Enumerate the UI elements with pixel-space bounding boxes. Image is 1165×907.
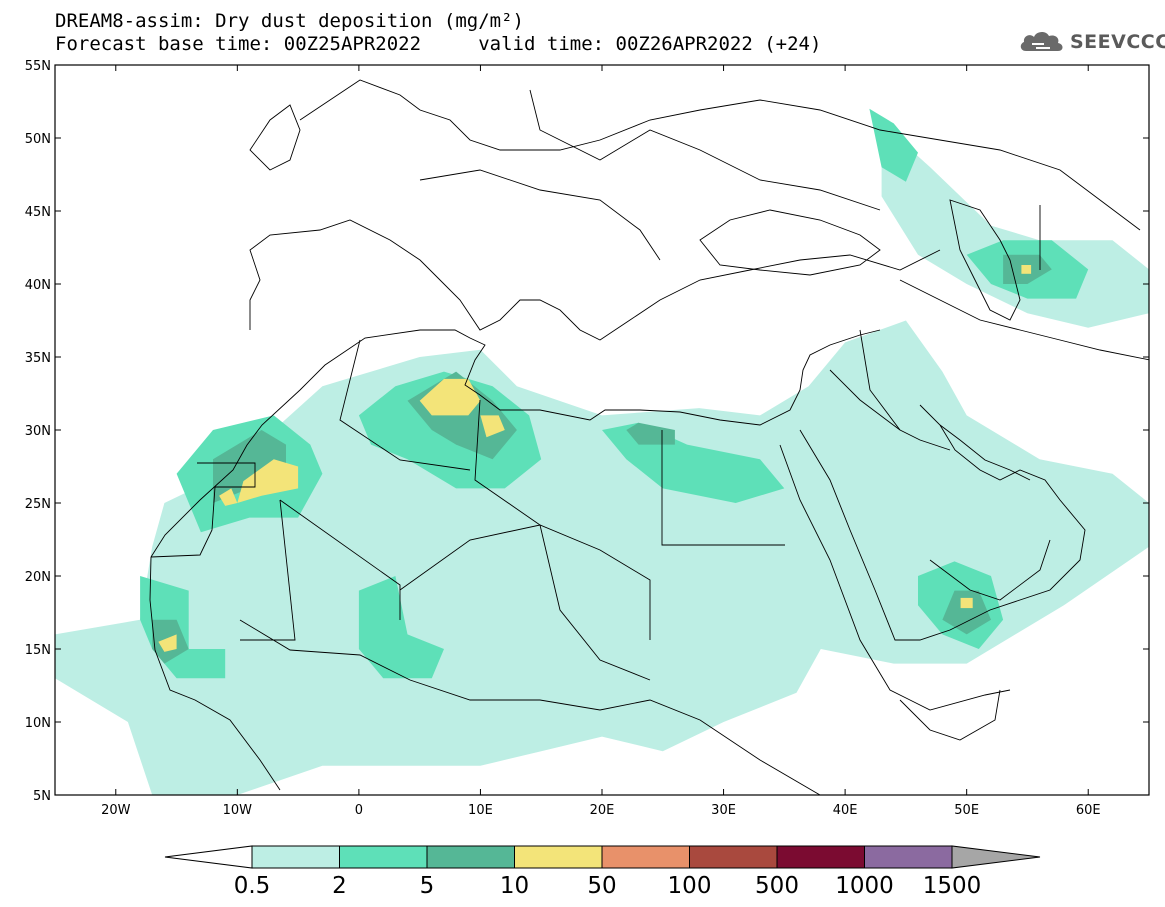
colorbar-label: 10: [500, 873, 529, 899]
border-3: [279, 499, 401, 620]
logo-text: SEEVCCC: [1070, 31, 1165, 53]
colorbar-swatch: [601, 845, 690, 869]
border-1: [150, 462, 256, 558]
coastline-africa-west: [149, 556, 281, 791]
border-14: [929, 539, 1051, 601]
colorbar-label: 1500: [923, 873, 982, 899]
colorbar-swatch: [251, 845, 340, 869]
coastline-britain: [249, 104, 301, 171]
colorbar-over-arrow: [951, 845, 1041, 869]
lat-tick-label: 5N: [33, 789, 51, 804]
lat-tick-label: 40N: [25, 278, 51, 293]
dust-region-level-3: [480, 415, 505, 438]
lon-tick-label: 30E: [711, 803, 736, 818]
colorbar-label: 50: [587, 873, 616, 899]
lon-tick-label: 20W: [101, 803, 131, 818]
lon-tick-label: 10E: [468, 803, 493, 818]
lat-tick-label: 25N: [25, 497, 51, 512]
colorbar-label: 0.5: [234, 873, 271, 899]
dust-region-level-3: [960, 597, 973, 609]
border-15: [419, 169, 661, 261]
latitude-axis: 55N 50N 45N 40N 35N 30N 25N 20N 15N 10N 5N: [25, 59, 1149, 804]
coastline-africa: [150, 329, 881, 558]
lon-tick-label: 0: [355, 803, 363, 818]
lat-tick-label: 50N: [25, 132, 51, 147]
colorbar-swatch: [689, 845, 778, 869]
lon-tick-label: 10W: [223, 803, 253, 818]
colorbar-under-arrow: [164, 845, 253, 869]
border-9: [539, 524, 651, 681]
dust-region-level-3: [237, 459, 299, 503]
lat-tick-label: 55N: [25, 59, 51, 74]
dust-region-level-3: [158, 634, 177, 652]
colorbar-label: 5: [420, 873, 435, 899]
colorbar: 0.5 2 5 10 50 100 500 1000 1500: [164, 845, 1041, 899]
coastline-horn: [899, 689, 1001, 741]
border-12: [899, 279, 1149, 361]
lat-tick-label: 10N: [25, 716, 51, 731]
lat-tick-label: 30N: [25, 424, 51, 439]
border-5: [661, 430, 785, 546]
lon-tick-label: 50E: [954, 803, 979, 818]
dust-region-level-3: [419, 378, 481, 416]
colorbar-label: 100: [668, 873, 712, 899]
dust-region-level-2: [626, 422, 675, 445]
lat-tick-label: 35N: [25, 351, 51, 366]
dust-deposition-layer: [55, 108, 1149, 795]
coastline-black-sea: [699, 209, 881, 276]
coastlines-and-borders: [149, 79, 1149, 795]
colorbar-label: 1000: [835, 873, 894, 899]
coastline-gulf: [939, 424, 1031, 481]
dust-region-level-3: [219, 488, 238, 506]
dust-region-level-2: [942, 590, 991, 635]
lat-tick-label: 15N: [25, 643, 51, 658]
chart-subtitle: Forecast base time: 00Z25APR2022 valid t…: [55, 33, 822, 55]
dust-region-level-3: [1021, 265, 1032, 274]
border-4: [399, 524, 651, 640]
lon-tick-label: 60E: [1076, 803, 1101, 818]
border-2: [240, 499, 296, 641]
colorbar-swatch: [339, 845, 428, 869]
cloud-logo-icon: [1020, 31, 1063, 51]
dust-region-level-0: [55, 320, 1149, 795]
coastline-europe: [249, 219, 941, 341]
dust-region-level-2: [213, 430, 286, 503]
lon-tick-label: 20E: [590, 803, 615, 818]
lon-tick-label: 40E: [833, 803, 858, 818]
longitude-axis: 20W 10W 0 10E 20E 30E 40E 50E 60E: [101, 65, 1101, 818]
border-11: [859, 329, 901, 431]
coastline-red-sea: [779, 444, 1011, 711]
border-16: [529, 89, 881, 211]
border-8: [239, 619, 821, 795]
dust-region-level-1: [358, 576, 444, 679]
coastline-north-europe: [299, 79, 1141, 231]
lat-tick-label: 20N: [25, 570, 51, 585]
border-6: [474, 399, 541, 526]
lat-tick-label: 45N: [25, 205, 51, 220]
coastline-caspian: [949, 199, 1021, 321]
border-7: [339, 339, 471, 471]
seevccc-logo: SEEVCCC: [1018, 27, 1165, 57]
colorbar-swatch: [864, 845, 953, 869]
coastline-arabia: [799, 404, 1086, 641]
colorbar-swatch: [426, 845, 515, 869]
colorbar-swatch: [776, 845, 865, 869]
dust-region-level-1: [869, 108, 918, 182]
colorbar-swatch: [514, 845, 603, 869]
colorbar-label: 2: [332, 873, 347, 899]
chart-title: DREAM8-assim: Dry dust deposition (mg/m²…: [55, 10, 524, 32]
colorbar-label: 500: [755, 873, 799, 899]
